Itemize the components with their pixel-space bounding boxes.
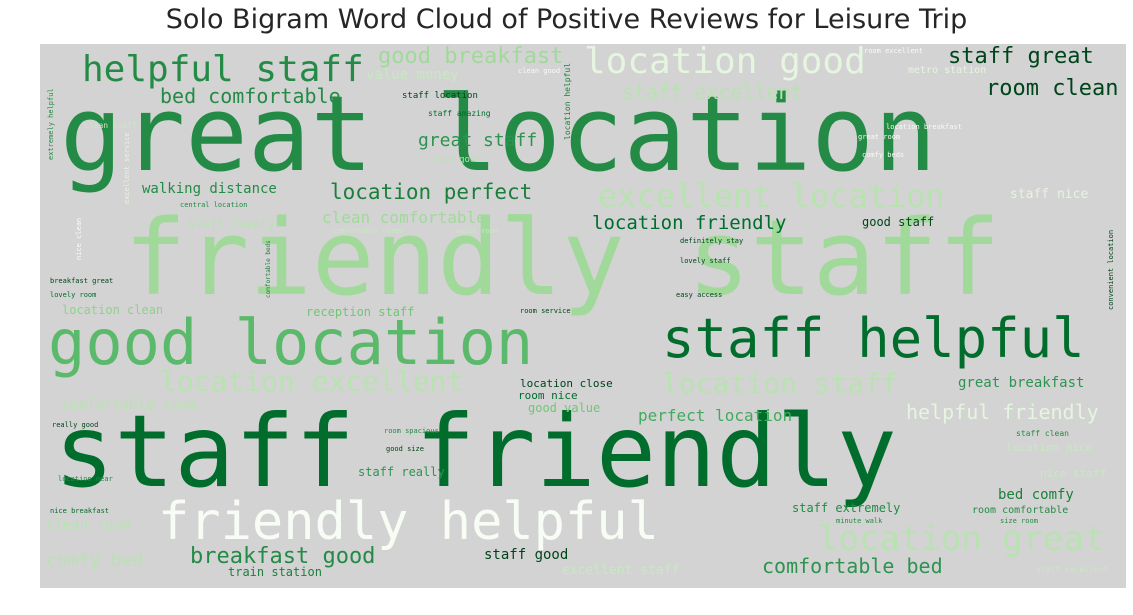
word-staff-helpful: staff helpful [662,307,1085,370]
word-nice-breakfast: nice breakfast [50,507,110,515]
word-definitely-stay: definitely stay [680,237,744,245]
word-staff-good: staff good [484,547,569,563]
word-quiet-room: quiet room [456,227,499,235]
word-good-size: good size [386,445,424,453]
word-location-friendly: location friendly [592,212,787,234]
word-location-breakfast: location breakfast [886,123,962,131]
word-extremely-helpful: extremely helpful [47,88,55,160]
word-great-staff: great staff [418,130,538,151]
word-staff-amazing: staff amazing [428,109,491,118]
word-reception-staff: reception staff [306,305,415,319]
word-excellent-service: excellent service [123,132,131,204]
word-location-near: location near [58,475,113,483]
word-lovely-staff: lovely staff [680,257,731,265]
word-staff-great: staff great [948,44,1094,69]
word-location-excellent: location excellent [160,365,464,398]
word-friendly-helpful: friendly helpful [158,492,659,552]
word-location-great: location great [818,519,1105,559]
word-cloud: great location friendly staff staff frie… [40,44,1126,588]
word-location-clean: location clean [62,303,164,317]
word-size-room: size room [1000,517,1038,525]
word-excellent-location: excellent location [598,177,945,215]
word-nice-clean: nice clean [75,217,83,260]
word-clean-good: clean good [518,67,561,75]
word-good-breakfast: good breakfast [378,44,564,69]
word-comfy-bed: comfy bed [46,550,144,571]
word-really-good: really good [52,421,99,429]
word-good-location: good location [48,306,534,379]
word-good-staff: good staff [862,215,935,229]
word-bed-comfortable: bed comfortable [160,84,341,108]
word-comfortable-bed: comfortable bed [762,554,943,578]
word-staff-clean: staff clean [1016,429,1069,438]
word-location-good: location good [584,44,866,82]
word-helpful-friendly: helpful friendly [906,400,1099,424]
word-staff-excellent: staff excellent [622,80,803,104]
word-clean-room: clean room [46,517,131,533]
word-perfect-location: perfect location [638,406,793,425]
word-minute-walk: minute walk [836,517,883,525]
word-staff-excellent-2: staff excellent [1036,565,1109,574]
word-helpful-staff: helpful staff [82,49,364,90]
word-lovely-room: lovely room [50,291,97,299]
word-easy-access: easy access [676,291,723,299]
word-staff-really: staff really [358,465,445,479]
word-train-station: train station [228,565,322,579]
word-location-helpful: location helpful [563,62,572,140]
word-comfy-beds: comfy beds [862,151,905,159]
word-breakfast-great: breakfast great [50,277,114,285]
word-breakfast-good: breakfast good [190,544,376,569]
word-clean-staff: clean staff [84,121,137,130]
word-staff-friendly: staff friendly [54,393,897,510]
word-metro-station: metro station [908,65,987,76]
word-walking-distance: walking distance [142,181,277,197]
word-excellent-staff: excellent staff [562,563,680,578]
word-staff-nice: staff nice [1010,187,1089,202]
word-great-breakfast: great breakfast [958,375,1085,391]
word-room-good: room good [432,155,481,165]
word-comfortable-beds: comfortable beds [265,240,272,298]
chart-title: Solo Bigram Word Cloud of Positive Revie… [165,4,968,35]
word-location-perfect: location perfect [330,180,533,204]
word-convenient-location: convenient location [1107,229,1115,310]
word-location-nice: location nice [1006,441,1093,454]
word-great-location: great location [60,73,937,195]
word-room-comfortable: room comfortable [972,505,1069,516]
word-location-close: location close [520,377,613,390]
word-value-money: value money [366,67,459,83]
word-room-nice: room nice [518,389,578,402]
word-staff-lovely: staff lovely [188,217,275,231]
word-staff-extremely: staff extremely [792,501,901,515]
word-good-value: good value [528,401,601,415]
word-staff-location: staff location [402,91,478,101]
word-location-staff: location staff [662,367,899,400]
word-room-service: room service [520,307,571,315]
word-comfortable-room: comfortable room [62,397,197,413]
word-room-excellent: room excellent [864,47,924,55]
word-comfortable-clean: comfortable clean [332,227,404,235]
word-friendly-staff: friendly staff [124,197,1001,319]
word-great-room: great room [858,133,901,141]
word-clean-comfortable: clean comfortable [322,208,486,227]
word-central-location: central location [180,201,248,209]
word-room-spacious: room spacious [384,427,439,435]
word-bed-comfy: bed comfy [998,487,1074,503]
word-nice-staff: nice staff [1040,467,1107,480]
word-room-clean: room clean [986,76,1119,101]
